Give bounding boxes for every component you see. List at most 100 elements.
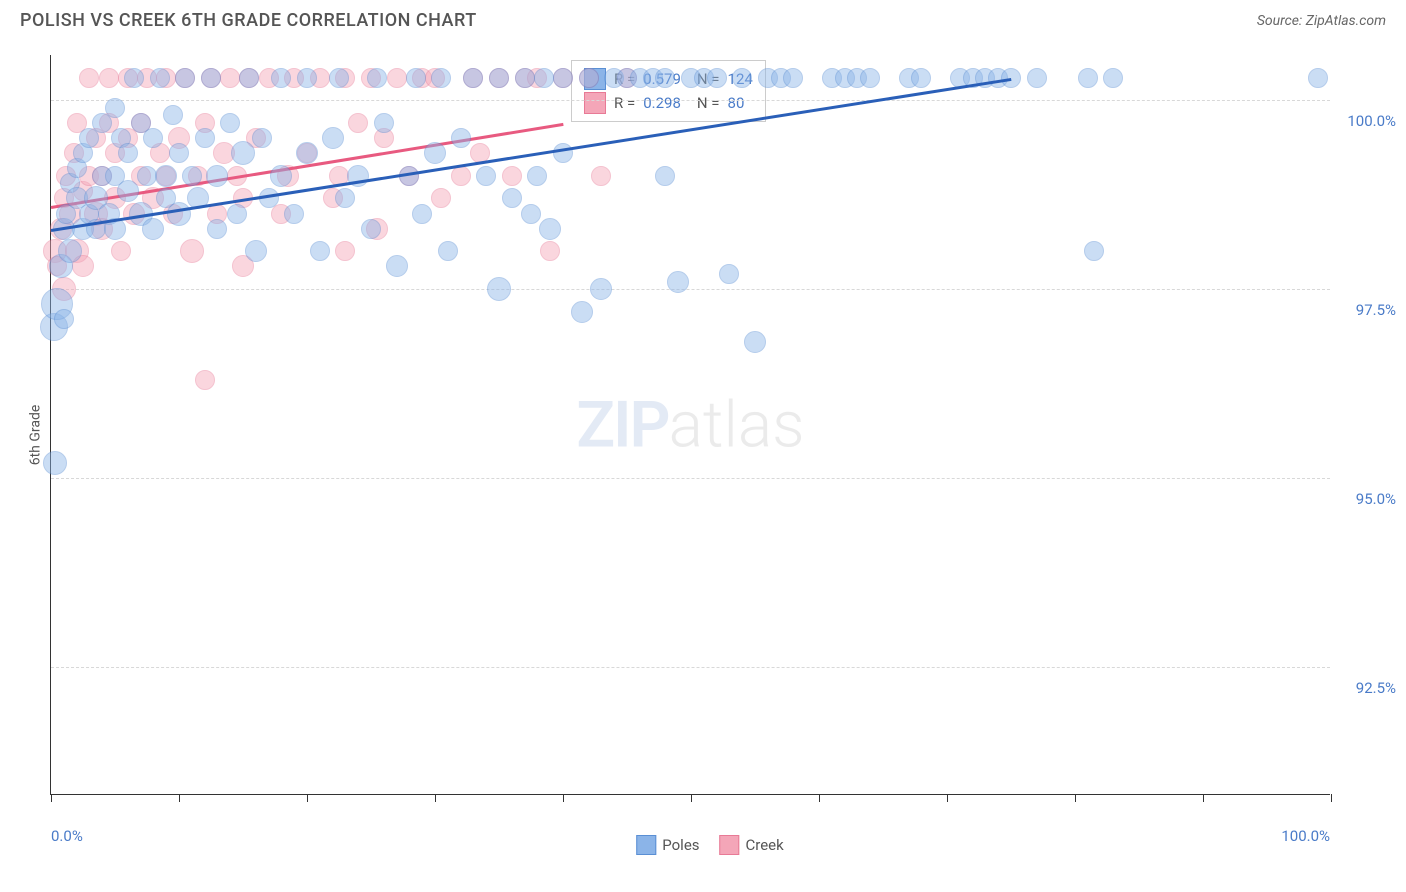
x-tick bbox=[1331, 794, 1332, 802]
marker-poles bbox=[571, 301, 593, 323]
marker-poles bbox=[335, 188, 355, 208]
marker-poles bbox=[553, 68, 573, 88]
marker-poles bbox=[245, 240, 267, 262]
y-tick-label: 100.0% bbox=[1336, 112, 1396, 130]
marker-poles bbox=[220, 113, 240, 133]
marker-poles bbox=[590, 278, 612, 300]
plot-area: ZIPatlas R =0.579N =124R =0.298N = 80 92… bbox=[50, 55, 1330, 795]
marker-poles bbox=[860, 68, 880, 88]
marker-poles bbox=[707, 68, 727, 88]
marker-poles bbox=[553, 143, 573, 163]
chart-container: ZIPatlas R =0.579N =124R =0.298N = 80 92… bbox=[50, 55, 1370, 815]
marker-creek bbox=[111, 241, 131, 261]
x-tick bbox=[1203, 794, 1204, 802]
x-tick bbox=[51, 794, 52, 802]
marker-poles bbox=[1103, 68, 1123, 88]
y-tick-label: 95.0% bbox=[1336, 490, 1396, 508]
marker-poles bbox=[783, 68, 803, 88]
x-tick bbox=[1075, 794, 1076, 802]
marker-poles bbox=[1078, 68, 1098, 88]
marker-poles bbox=[297, 68, 317, 88]
chart-title: POLISH VS CREEK 6TH GRADE CORRELATION CH… bbox=[20, 10, 477, 31]
marker-poles bbox=[579, 68, 599, 88]
marker-poles bbox=[169, 143, 189, 163]
marker-poles bbox=[463, 68, 483, 88]
marker-poles bbox=[502, 188, 522, 208]
marker-poles bbox=[438, 241, 458, 261]
marker-poles bbox=[521, 204, 541, 224]
marker-poles bbox=[175, 68, 195, 88]
x-tick bbox=[307, 794, 308, 802]
x-tick bbox=[435, 794, 436, 802]
marker-poles bbox=[58, 239, 82, 263]
marker-poles bbox=[534, 68, 554, 88]
x-tick bbox=[179, 794, 180, 802]
marker-creek bbox=[591, 166, 611, 186]
marker-poles bbox=[54, 309, 74, 329]
marker-creek bbox=[220, 68, 240, 88]
marker-poles bbox=[451, 128, 471, 148]
marker-poles bbox=[43, 451, 67, 475]
marker-poles bbox=[406, 68, 426, 88]
marker-poles bbox=[476, 166, 496, 186]
watermark-zip: ZIP bbox=[576, 387, 668, 462]
marker-poles bbox=[744, 331, 766, 353]
n-value: 80 bbox=[728, 94, 745, 112]
marker-poles bbox=[142, 218, 164, 240]
swatch-icon bbox=[720, 835, 740, 855]
marker-poles bbox=[105, 98, 125, 118]
marker-poles bbox=[271, 68, 291, 88]
marker-poles bbox=[322, 127, 344, 149]
marker-poles bbox=[167, 202, 191, 226]
marker-creek bbox=[387, 68, 407, 88]
marker-creek bbox=[99, 68, 119, 88]
marker-poles bbox=[195, 128, 215, 148]
marker-poles bbox=[227, 204, 247, 224]
gridline bbox=[51, 478, 1330, 479]
watermark-atlas: atlas bbox=[669, 387, 805, 462]
marker-poles bbox=[424, 142, 446, 164]
marker-creek bbox=[502, 166, 522, 186]
marker-poles bbox=[1001, 68, 1021, 88]
marker-creek bbox=[335, 241, 355, 261]
r-value: 0.298 bbox=[643, 94, 681, 112]
marker-poles bbox=[231, 141, 255, 165]
x-max-label: 100.0% bbox=[1281, 827, 1330, 845]
marker-poles bbox=[270, 165, 292, 187]
legend-row: R = 0.298 N = 80 bbox=[584, 92, 753, 114]
marker-creek bbox=[348, 113, 368, 133]
marker-poles bbox=[1084, 241, 1104, 261]
marker-poles bbox=[310, 241, 330, 261]
marker-poles bbox=[182, 166, 202, 186]
marker-creek bbox=[540, 241, 560, 261]
marker-creek bbox=[180, 239, 204, 263]
marker-poles bbox=[515, 68, 535, 88]
marker-poles bbox=[239, 68, 259, 88]
x-min-label: 0.0% bbox=[51, 827, 83, 845]
r-label: R = bbox=[614, 94, 635, 112]
marker-poles bbox=[118, 143, 138, 163]
marker-poles bbox=[412, 204, 432, 224]
legend-label: Poles bbox=[662, 836, 699, 854]
marker-creek bbox=[195, 370, 215, 390]
legend-series: PolesCreek bbox=[636, 835, 783, 855]
x-tick bbox=[947, 794, 948, 802]
marker-creek bbox=[451, 166, 471, 186]
marker-poles bbox=[732, 68, 752, 88]
marker-poles bbox=[150, 68, 170, 88]
legend-item: Poles bbox=[636, 835, 699, 855]
x-tick bbox=[691, 794, 692, 802]
marker-creek bbox=[79, 68, 99, 88]
marker-poles bbox=[329, 68, 349, 88]
marker-poles bbox=[259, 188, 279, 208]
marker-poles bbox=[431, 68, 451, 88]
marker-poles bbox=[361, 219, 381, 239]
marker-poles bbox=[1027, 68, 1047, 88]
marker-poles bbox=[386, 255, 408, 277]
marker-poles bbox=[207, 219, 227, 239]
watermark: ZIPatlas bbox=[576, 387, 804, 462]
marker-poles bbox=[117, 180, 139, 202]
swatch-icon bbox=[584, 92, 606, 114]
marker-poles bbox=[143, 128, 163, 148]
n-label: N = bbox=[697, 94, 720, 112]
